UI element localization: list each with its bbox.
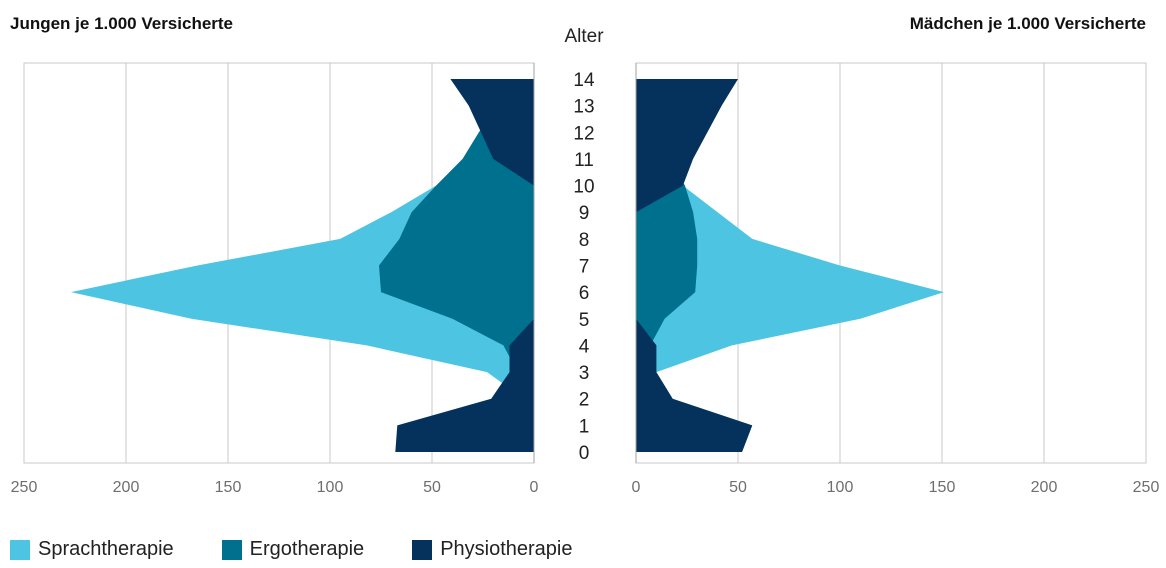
- age-label-7: 7: [579, 257, 590, 278]
- tick-label-left-250: 250: [11, 479, 38, 496]
- age-label-9: 9: [579, 203, 590, 224]
- pyramid-chart: 250 200 150 100 50 0 250200150100500Alter01234…: [0, 0, 1166, 530]
- age-label-6: 6: [579, 283, 590, 304]
- tick-label-right-0: 0: [632, 479, 641, 496]
- age-label-14: 14: [573, 70, 595, 91]
- tick-label-right-100: 100: [827, 479, 854, 496]
- age-label-11: 11: [574, 150, 594, 171]
- legend-swatch-sprachtherapie: [10, 540, 30, 560]
- legend-label-ergotherapie: Ergotherapie: [250, 538, 365, 561]
- age-label-4: 4: [579, 336, 590, 357]
- age-label-3: 3: [579, 363, 590, 384]
- tick-label-left-0: 0: [530, 479, 539, 496]
- tick-label-right-200: 200: [1031, 479, 1058, 496]
- age-label-13: 13: [573, 97, 594, 118]
- tick-label-right-50: 50: [729, 479, 747, 496]
- legend-item-sprachtherapie: Sprachtherapie: [10, 538, 174, 561]
- legend: Sprachtherapie Ergotherapie Physiotherap…: [10, 538, 573, 561]
- legend-label-physiotherapie: Physiotherapie: [440, 538, 572, 561]
- age-label-12: 12: [573, 123, 594, 144]
- legend-label-sprachtherapie: Sprachtherapie: [38, 538, 174, 561]
- legend-swatch-ergotherapie: [222, 540, 242, 560]
- legend-item-physiotherapie: Physiotherapie: [412, 538, 572, 561]
- age-label-5: 5: [579, 310, 590, 331]
- tick-label-left-150: 150: [215, 479, 242, 496]
- age-label-2: 2: [579, 390, 590, 411]
- age-axis-title: Alter: [564, 26, 604, 47]
- age-label-0: 0: [579, 443, 590, 464]
- tick-label-right-250: 250: [1133, 479, 1160, 496]
- legend-swatch-physiotherapie: [412, 540, 432, 560]
- tick-label-left-100: 100: [317, 479, 344, 496]
- legend-item-ergotherapie: Ergotherapie: [222, 538, 365, 561]
- tick-label-left-50: 50: [423, 479, 441, 496]
- age-label-8: 8: [579, 230, 590, 251]
- tick-label-right-150: 150: [929, 479, 956, 496]
- age-label-10: 10: [573, 177, 594, 198]
- tick-label-left-200: 200: [113, 479, 140, 496]
- age-label-1: 1: [579, 416, 590, 437]
